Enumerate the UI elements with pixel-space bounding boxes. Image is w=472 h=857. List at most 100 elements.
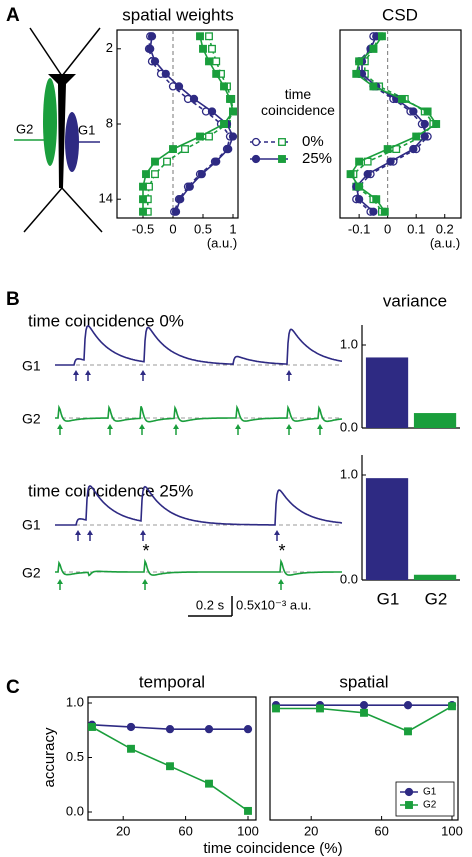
marker [386,157,395,166]
marker [378,32,386,41]
bar [413,574,457,580]
event-arrow-head [286,370,292,375]
y-tick-label: 1.0 [340,466,358,481]
generator-g1 [65,112,79,172]
event-arrow-head [286,424,292,429]
x-tick-label: G2 [425,589,448,608]
marker [448,702,456,711]
trace [55,404,343,423]
marker [212,157,221,166]
plot-frame [269,696,459,821]
marker [166,762,174,771]
marker [151,157,159,166]
marker [229,107,237,116]
chart-title: temporal [139,672,205,691]
x-axis-label: (a.u.) [207,235,237,250]
marker [147,32,157,41]
legend-marker [251,154,261,164]
trace [55,324,343,366]
bar [365,357,409,428]
marker [372,195,381,204]
marker [397,94,406,103]
scale-bar: 0.2 s 0.5x10⁻³ a.u. [188,596,312,617]
scale-bar-label: 0.5x10⁻³ a.u. [236,597,312,612]
legend-label: 0% [302,133,324,150]
marker [174,82,184,91]
trace-label: G2 [22,565,41,581]
marker [369,44,378,53]
y-tick-label: 1.0 [66,694,84,709]
x-tick-label: -0.5 [132,221,154,236]
plot-frame [87,696,257,821]
series-line [355,36,429,213]
legend-box [395,781,455,817]
marker [432,120,441,128]
marker [212,69,221,78]
marker [176,195,185,204]
marker [409,107,418,116]
bar [413,413,457,428]
x-tick-label: 60 [374,823,388,838]
legend-title: time coincidence [261,86,335,118]
legend-marker [251,137,261,147]
marker [212,57,221,66]
marker [150,57,160,66]
marker [161,69,170,79]
event-arrow-head [107,424,113,429]
y-tick-label: 0.0 [66,803,84,818]
marker [243,725,253,734]
legend-marker [405,801,413,809]
marker [369,207,378,216]
condition-title: time coincidence 0% [28,311,184,330]
x-tick-label: 100 [441,823,463,838]
marker [197,169,206,179]
marker [205,32,213,41]
marker [205,132,213,141]
x-axis-label: time coincidence (%) [203,840,342,857]
dendrite [29,27,63,77]
neuron-label: G1 [78,122,95,137]
marker [199,44,207,53]
marker [220,82,228,91]
x-tick-label: -0.1 [348,221,370,236]
legend-label: G2 [423,800,437,811]
trace-label: G1 [22,517,41,533]
marker [380,207,389,216]
trace [55,558,342,577]
x-tick-label: 0.5 [194,221,212,236]
event-arrow-head [142,579,148,584]
legend-marker [278,138,286,146]
marker [151,170,159,179]
marker [127,744,135,753]
event-arrow-head [57,424,63,429]
soma [48,74,76,188]
marker [420,132,429,141]
plot-frame [339,29,462,219]
coincidence-marker: * [278,541,285,561]
marker [185,182,194,191]
marker [88,723,96,731]
y-axis-label: accuracy [41,727,58,788]
event-arrow-head [235,424,241,429]
marker [142,170,150,179]
y-tick-label: 0.5 [66,749,84,764]
marker [169,145,177,154]
marker [205,57,213,66]
legend-label: 25% [302,150,332,167]
marker [196,32,204,41]
marker [205,779,213,788]
marker [423,107,432,116]
marker [412,132,421,141]
trace [55,484,343,526]
marker [244,806,252,815]
marker [228,132,238,141]
generator-g2 [43,78,57,166]
chart-title: variance [383,291,447,310]
marker [346,170,355,179]
marker [383,145,392,154]
marker [360,708,368,717]
marker [363,169,372,179]
event-arrow-head [75,530,81,535]
chart-title: spatial weights [122,5,234,24]
neuron-label: G2 [16,121,33,136]
